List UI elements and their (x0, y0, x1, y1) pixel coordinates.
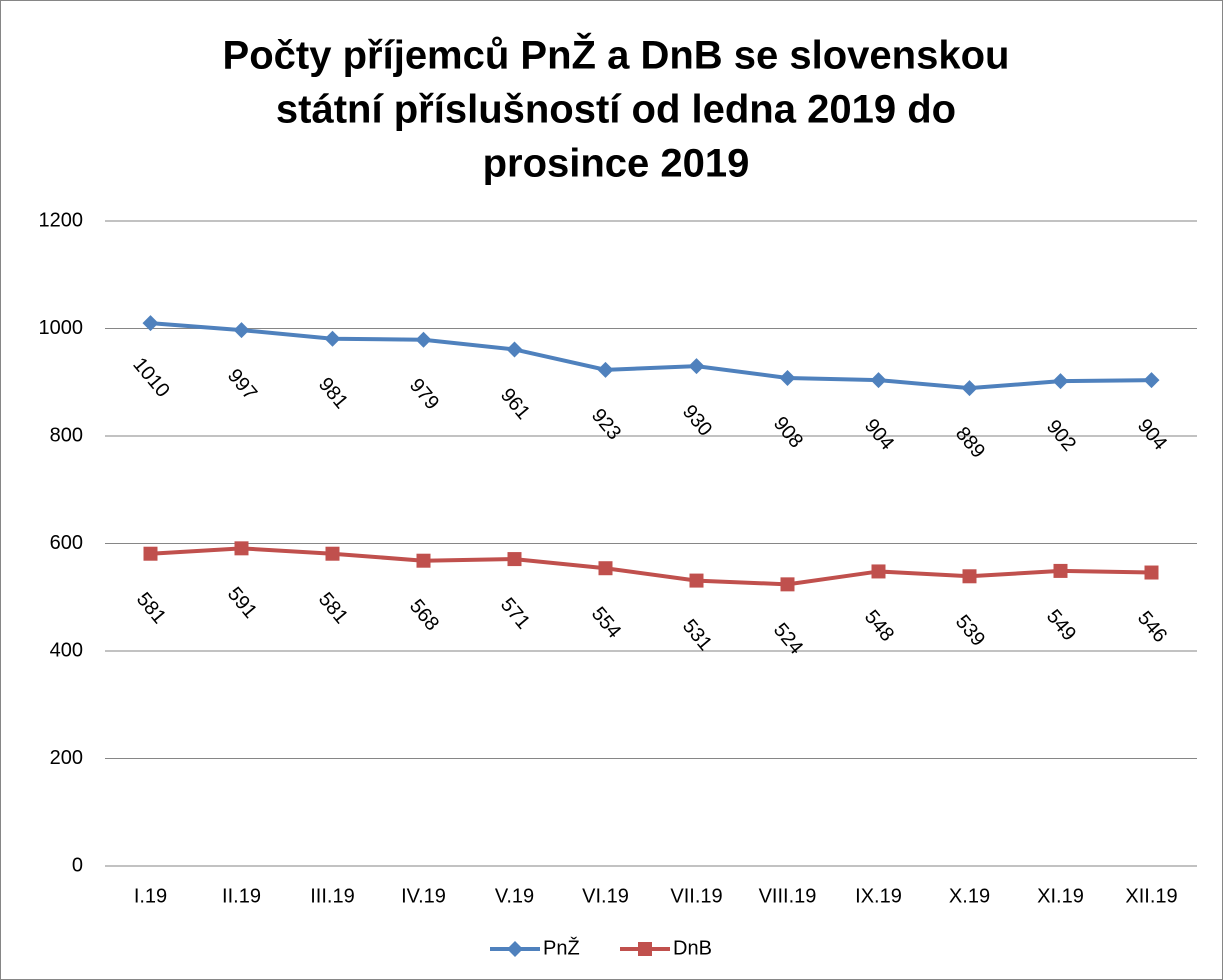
legend-marker (638, 942, 652, 956)
legend-marker (507, 941, 523, 957)
x-tick-label: VI.19 (582, 885, 629, 907)
x-tick-label: XII.19 (1125, 885, 1177, 907)
marker (507, 552, 522, 567)
marker (1053, 563, 1068, 578)
chart-title-line: státní příslušností od ledna 2019 do (276, 88, 956, 132)
y-tick-label: 0 (72, 854, 83, 876)
y-tick-label: 1200 (39, 209, 84, 231)
marker (506, 341, 523, 358)
marker (324, 330, 341, 347)
x-tick-label: IX.19 (855, 885, 902, 907)
legend-label: DnB (673, 937, 712, 959)
marker (1143, 372, 1160, 389)
marker (962, 569, 977, 584)
x-tick-label: III.19 (310, 885, 354, 907)
marker (870, 372, 887, 389)
marker (416, 553, 431, 568)
x-tick-label: XI.19 (1037, 885, 1084, 907)
x-tick-label: VIII.19 (759, 885, 817, 907)
marker (233, 322, 250, 339)
x-tick-label: X.19 (949, 885, 990, 907)
marker (871, 564, 886, 579)
chart-title-line: Počty příjemců PnŽ a DnB se slovenskou (223, 32, 1010, 78)
x-tick-label: I.19 (134, 885, 167, 907)
marker (234, 541, 249, 556)
chart-title-line: prosince 2019 (483, 142, 750, 186)
marker (415, 331, 432, 348)
y-tick-label: 1000 (39, 317, 84, 339)
marker (780, 577, 795, 592)
x-tick-label: II.19 (222, 885, 261, 907)
marker (688, 358, 705, 375)
y-tick-label: 400 (50, 639, 83, 661)
marker (961, 380, 978, 397)
marker (597, 361, 614, 378)
marker (325, 546, 340, 561)
series-line (150, 321, 1152, 391)
series-line (150, 546, 1152, 587)
marker (1144, 565, 1159, 580)
marker (1052, 373, 1069, 390)
marker (779, 369, 796, 386)
y-tick-label: 200 (50, 747, 83, 769)
marker (598, 561, 613, 576)
x-tick-label: VII.19 (670, 885, 722, 907)
marker (689, 573, 704, 588)
marker (143, 546, 158, 561)
legend-label: PnŽ (543, 936, 580, 959)
y-tick-label: 800 (50, 424, 83, 446)
x-tick-label: IV.19 (401, 885, 446, 907)
x-tick-label: V.19 (495, 885, 534, 907)
marker (142, 315, 159, 332)
y-tick-label: 600 (50, 532, 83, 554)
